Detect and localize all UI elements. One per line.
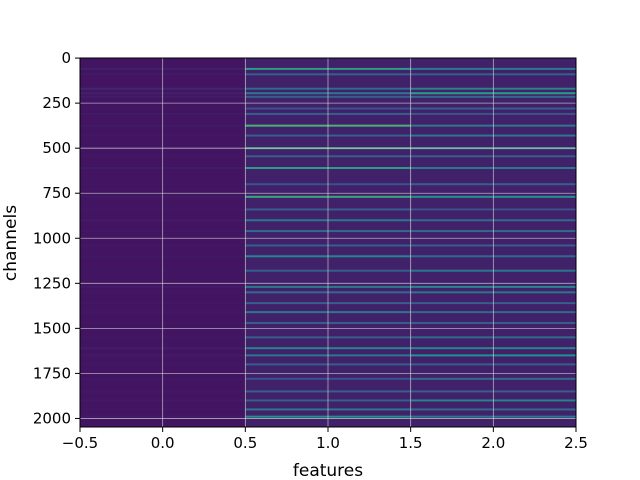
y-axis-ticks: 0 250 500 750 1000 1250 1500 1750 2000 [33,49,80,427]
y-tick-label: 1000 [33,229,71,247]
x-tick-label: 1.5 [399,434,423,452]
y-tick-label: 250 [42,94,71,112]
x-tick-label: 2.0 [481,434,505,452]
y-tick-label: 2000 [33,409,71,427]
x-tick-label: 0.5 [233,434,257,452]
y-tick-label: 500 [42,139,71,157]
y-tick-label: 0 [61,49,71,67]
x-axis-ticks: −0.5 0.0 0.5 1.0 1.5 2.0 2.5 [62,427,588,452]
x-tick-label: 2.5 [564,434,588,452]
y-axis-label: channels [1,205,21,281]
x-axis-label: features [293,461,363,480]
y-tick-label: 750 [42,184,71,202]
x-tick-label: 0.0 [151,434,175,452]
x-tick-label: 1.0 [316,434,340,452]
y-tick-label: 1750 [33,364,71,382]
y-tick-label: 1500 [33,319,71,337]
x-tick-label: −0.5 [62,434,98,452]
y-tick-label: 1250 [33,274,71,292]
